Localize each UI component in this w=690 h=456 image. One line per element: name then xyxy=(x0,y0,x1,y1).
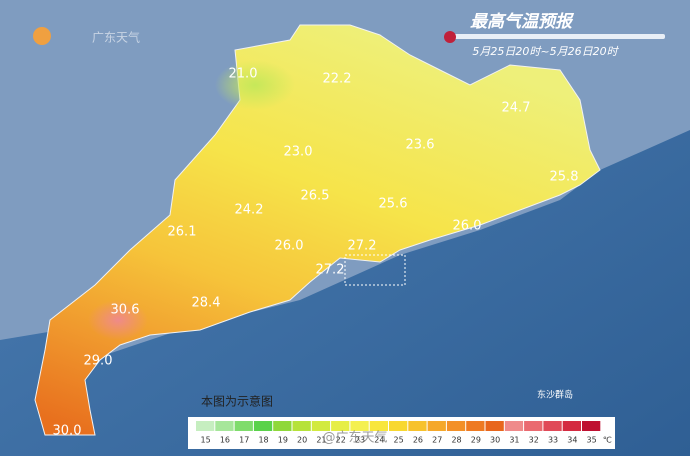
temperature: 24.7 xyxy=(502,101,531,116)
legend-label: 30 xyxy=(490,436,500,445)
legend-swatch xyxy=(446,421,466,431)
logo: 广东天气 xyxy=(92,30,140,45)
hot-area xyxy=(88,300,148,340)
legend-swatch xyxy=(292,421,311,431)
temperature: 27.2 xyxy=(348,239,377,254)
legend-label: 19 xyxy=(278,436,288,445)
temperature: 24.2 xyxy=(235,203,264,218)
legend-swatch xyxy=(234,421,253,431)
temperature: 26.0 xyxy=(453,219,482,234)
legend-label: 29 xyxy=(471,436,481,445)
legend-swatch xyxy=(504,421,524,431)
legend-swatch xyxy=(466,421,485,431)
legend-label: 27 xyxy=(432,436,442,445)
temperature: 26.1 xyxy=(168,225,197,240)
hk-macau-box xyxy=(344,254,406,286)
legend-swatch xyxy=(273,421,292,431)
legend-swatch xyxy=(543,421,562,431)
legend-swatch xyxy=(253,421,273,431)
legend-swatch xyxy=(311,421,331,431)
labels: 21.0 22.2 24.7 23.0 23.6 25.8 26.5 25.6 24.2 26.0… xyxy=(53,67,612,445)
temperature: 23.0 xyxy=(284,145,313,160)
temperature: 30.0 xyxy=(53,424,82,439)
legend-label: 35 xyxy=(587,436,597,445)
legend-swatch xyxy=(215,421,234,431)
legend-swatch xyxy=(524,421,543,431)
island-label: 东沙群岛 xyxy=(537,389,573,401)
legend-swatch xyxy=(562,421,581,431)
temperature: 29.0 xyxy=(84,354,113,369)
watermark: @广东天气 xyxy=(322,430,387,446)
legend-label: 24 xyxy=(374,436,384,445)
legend-label: 22 xyxy=(336,436,346,445)
legend-unit: ℃ xyxy=(603,436,612,445)
legend-label: 18 xyxy=(258,436,268,445)
legend-swatch xyxy=(369,421,388,431)
legend-swatch xyxy=(408,421,427,431)
legend-label: 21 xyxy=(316,436,326,445)
temperature: 25.8 xyxy=(550,170,579,185)
legend-swatch xyxy=(485,421,504,431)
note: 本图为示意图 xyxy=(201,394,273,409)
legend-label: 23 xyxy=(355,436,365,445)
legend-label: 34 xyxy=(567,436,577,445)
legend-swatch xyxy=(331,421,350,431)
legend-label: 15 xyxy=(201,436,211,445)
subtitle: 5月25日20时~5月26日20时 xyxy=(472,45,619,58)
cool-area xyxy=(215,60,295,110)
legend-label: 17 xyxy=(239,436,249,445)
legend-swatch xyxy=(389,421,408,431)
thermometer-bulb xyxy=(444,31,456,43)
title: 最高气温预报 xyxy=(470,12,575,32)
thermometer xyxy=(450,34,665,39)
temperature: 27.2 xyxy=(316,263,345,278)
temperature: 22.2 xyxy=(323,72,352,87)
legend-swatch xyxy=(196,421,215,431)
legend-label: 33 xyxy=(548,436,558,445)
temperature: 26.5 xyxy=(301,189,330,204)
legend-label: 31 xyxy=(509,436,519,445)
temperature: 30.6 xyxy=(111,303,140,318)
legend-label: 16 xyxy=(220,436,230,445)
temperature: 28.4 xyxy=(192,296,221,311)
legend-swatch xyxy=(582,421,601,431)
legend-label: 20 xyxy=(297,436,307,445)
temperature: 21.0 xyxy=(229,67,258,82)
legend-swatch xyxy=(350,421,369,431)
temperature: 23.6 xyxy=(406,138,435,153)
legend-label: 28 xyxy=(451,436,461,445)
temperature: 25.6 xyxy=(379,197,408,212)
temperature: 26.0 xyxy=(275,239,304,254)
legend-label: 26 xyxy=(413,436,423,445)
legend-swatch xyxy=(427,421,446,431)
guangdong xyxy=(34,24,601,436)
logo-icon xyxy=(33,27,51,45)
legend-label: 25 xyxy=(394,436,404,445)
legend-label: 32 xyxy=(529,436,539,445)
